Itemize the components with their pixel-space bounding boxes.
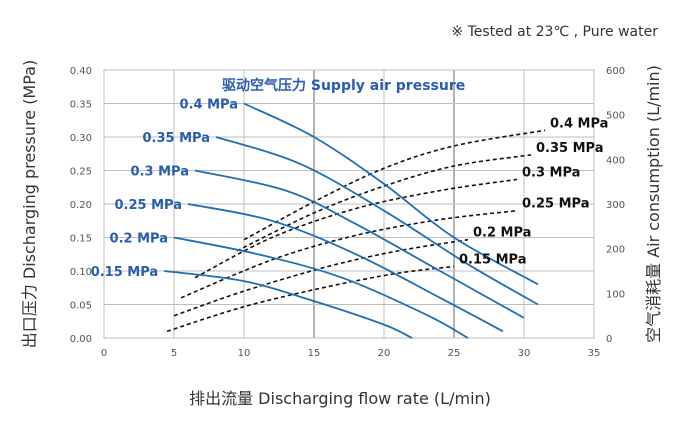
y-tick-label: 0.10 [70, 267, 92, 278]
air-series-line [166, 265, 455, 333]
y-tick-label: 0.00 [70, 334, 92, 345]
x-axis-label: 排出流量 Discharging flow rate (L/min) [189, 389, 491, 408]
y-tick-labels: 0.00 0.05 0.10 0.15 0.20 0.25 0.30 0.35 0.40 [70, 66, 92, 345]
y-tick-label: 0.30 [70, 133, 92, 144]
pressure-series-line [164, 270, 413, 339]
y-tick-label: 0.35 [70, 100, 92, 111]
x-tick-label: 15 [308, 348, 321, 359]
series-labels: 0.4 MPa 0.35 MPa 0.3 MPa 0.25 MPa 0.2 MPa 0.1… [91, 98, 609, 281]
pressure-series-line [215, 136, 539, 306]
air-series-label: 0.3 MPa [522, 165, 580, 180]
y2-axis-label: 空气消耗量 Air consumption (L/min) [644, 65, 663, 343]
pressure-series-label: 0.25 MPa [115, 198, 183, 213]
air-series-line [243, 129, 546, 241]
pressure-series-line [187, 203, 504, 333]
air-series-label: 0.2 MPa [473, 226, 531, 241]
x-tick-label: 0 [101, 348, 107, 359]
y-tick-label: 0.20 [70, 200, 92, 211]
x-tick-labels: 0 5 10 15 20 25 30 35 [101, 348, 601, 359]
y2-tick-label: 0 [606, 334, 612, 345]
air-series-label: 0.25 MPa [522, 197, 590, 212]
pressure-series-line [173, 236, 469, 339]
y2-tick-label: 300 [606, 200, 625, 211]
y-tick-label: 0.05 [70, 301, 92, 312]
air-series-label: 0.15 MPa [459, 253, 527, 268]
y-axis-label: 出口压力 Discharging pressure (MPa) [20, 59, 39, 349]
y2-tick-labels: 0 100 200 300 400 500 600 [606, 66, 625, 345]
pressure-series-label: 0.4 MPa [180, 98, 238, 113]
chart-title: 驱动空气压力 Supply air pressure [222, 77, 465, 94]
pressure-series-line [194, 169, 525, 319]
air-series-label: 0.4 MPa [550, 116, 608, 131]
x-tick-label: 25 [448, 348, 461, 359]
y2-tick-label: 600 [606, 66, 625, 77]
test-condition-note: ※ Tested at 23℃ , Pure water [451, 24, 658, 40]
pressure-series-label: 0.35 MPa [143, 131, 211, 146]
x-tick-label: 5 [171, 348, 177, 359]
y2-tick-label: 200 [606, 245, 625, 256]
y-tick-label: 0.25 [70, 167, 92, 178]
y2-tick-label: 500 [606, 111, 625, 122]
y2-tick-label: 400 [606, 155, 625, 166]
air-series-label: 0.35 MPa [536, 141, 604, 156]
y-tick-label: 0.15 [70, 234, 92, 245]
pressure-lines [164, 102, 539, 339]
pressure-series-label: 0.2 MPa [110, 232, 168, 247]
x-tick-label: 30 [518, 348, 531, 359]
air-series-line [173, 238, 469, 317]
air-series-line [180, 209, 518, 299]
pressure-series-label: 0.3 MPa [131, 165, 189, 180]
x-tick-label: 10 [238, 348, 251, 359]
x-tick-label: 35 [588, 348, 601, 359]
pressure-series-label: 0.15 MPa [91, 265, 159, 280]
y-tick-label: 0.40 [70, 66, 92, 77]
x-tick-label: 20 [378, 348, 391, 359]
pressure-series-line [243, 102, 539, 286]
y2-tick-label: 100 [606, 289, 625, 300]
